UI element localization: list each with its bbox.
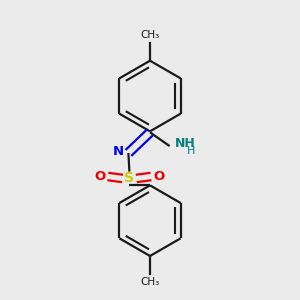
Text: O: O: [153, 170, 164, 183]
Text: NH: NH: [175, 136, 195, 150]
Text: CH₃: CH₃: [140, 30, 160, 40]
Text: H: H: [187, 146, 196, 156]
Text: S: S: [124, 172, 134, 185]
Text: O: O: [94, 170, 106, 183]
Text: CH₃: CH₃: [140, 277, 160, 286]
Text: N: N: [112, 146, 124, 158]
